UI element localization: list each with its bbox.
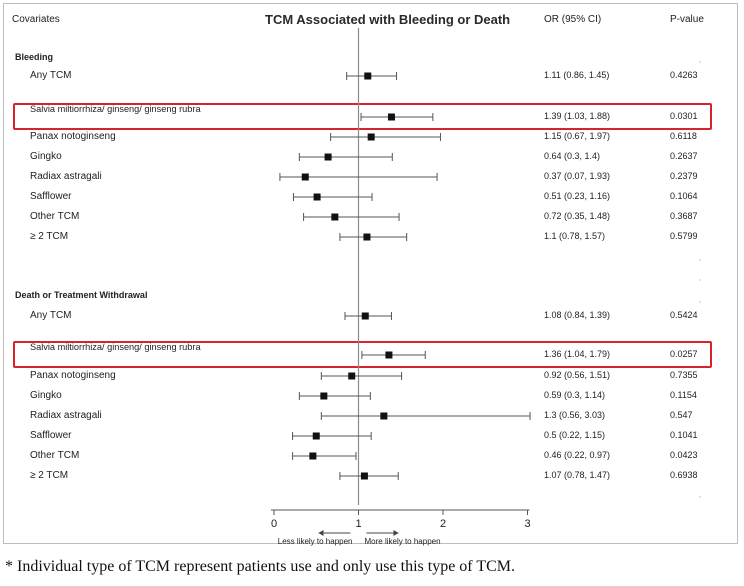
or-ci-value: 0.46 (0.22, 0.97) xyxy=(544,450,611,460)
or-marker xyxy=(324,153,332,161)
covariates-header: Covariates xyxy=(12,14,60,25)
x-tick-label: 3 xyxy=(524,518,530,530)
or-ci-value: 1.1 (0.78, 1.57) xyxy=(544,231,606,241)
separator-dot xyxy=(699,61,701,63)
p-value: 0.6118 xyxy=(670,131,697,141)
or-marker xyxy=(387,113,395,121)
x-tick-label: 2 xyxy=(440,518,446,530)
p-value: 0.547 xyxy=(670,410,693,420)
or-ci-value: 0.92 (0.56, 1.51) xyxy=(544,370,611,380)
p-value: 0.4263 xyxy=(670,70,698,80)
or-marker xyxy=(385,351,393,359)
or-marker xyxy=(363,233,371,241)
highlight-box xyxy=(13,341,712,368)
row-label: ≥ 2 TCM xyxy=(30,470,69,481)
p-value: 0.0301 xyxy=(670,111,698,121)
or-marker xyxy=(312,432,320,440)
row-label: Panax notoginseng xyxy=(30,131,116,142)
x-tick-label: 1 xyxy=(355,518,361,530)
or-ci-value: 1.11 (0.86, 1.45) xyxy=(544,70,610,80)
or-ci-value: 1.07 (0.78, 1.47) xyxy=(544,470,611,480)
p-value: 0.6938 xyxy=(670,470,698,480)
row-label: Other TCM xyxy=(30,211,80,222)
p-value: 0.1041 xyxy=(670,430,698,440)
or-marker xyxy=(320,392,328,400)
arrow-right-head xyxy=(393,530,399,536)
p-value: 0.2637 xyxy=(670,151,698,161)
row-label: Salvia miltiorrhiza/ ginseng/ ginseng ru… xyxy=(30,342,201,352)
p-value-column-header: P-value xyxy=(670,14,704,25)
section-title: Bleeding xyxy=(15,52,54,62)
separator-dot xyxy=(699,279,701,281)
or-marker xyxy=(313,193,321,201)
chart-title: TCM Associated with Bleeding or Death xyxy=(265,12,511,27)
p-value: 0.0257 xyxy=(670,349,698,359)
p-value: 0.5799 xyxy=(670,231,698,241)
row-label: Gingko xyxy=(30,151,62,162)
p-value: 0.7355 xyxy=(670,370,698,380)
row-label: Gingko xyxy=(30,390,62,401)
arrow-left-head xyxy=(318,530,324,536)
or-column-header: OR (95% CI) xyxy=(544,14,602,25)
row-label: Safflower xyxy=(30,191,72,202)
row-label: Radiax astragali xyxy=(30,171,102,182)
or-marker xyxy=(348,372,356,380)
p-value: 0.1064 xyxy=(670,191,698,201)
footnote: * Individual type of TCM represent patie… xyxy=(5,558,515,575)
p-value: 0.0423 xyxy=(670,450,698,460)
or-ci-value: 0.64 (0.3, 1.4) xyxy=(544,151,601,161)
row-label: Any TCM xyxy=(30,70,72,81)
or-ci-value: 0.72 (0.35, 1.48) xyxy=(544,211,611,221)
row-label: Safflower xyxy=(30,430,72,441)
or-ci-value: 0.51 (0.23, 1.16) xyxy=(544,191,611,201)
or-ci-value: 1.15 (0.67, 1.97) xyxy=(544,131,611,141)
or-ci-value: 0.59 (0.3, 1.14) xyxy=(544,390,606,400)
p-value: 0.2379 xyxy=(670,171,698,181)
or-marker xyxy=(360,472,368,480)
or-ci-value: 1.3 (0.56, 3.03) xyxy=(544,410,606,420)
or-ci-value: 1.08 (0.84, 1.39) xyxy=(544,310,611,320)
row-label: Any TCM xyxy=(30,310,72,321)
separator-dot xyxy=(699,496,701,498)
axis-note-left: Less likely to happen xyxy=(278,537,353,546)
axis-note-right: More likely to happen xyxy=(365,537,441,546)
or-marker xyxy=(301,173,309,181)
or-ci-value: 0.5 (0.22, 1.15) xyxy=(544,430,606,440)
or-marker xyxy=(380,412,388,420)
or-marker xyxy=(367,133,375,141)
or-marker xyxy=(361,312,369,320)
p-value: 0.5424 xyxy=(670,310,698,320)
p-value: 0.3687 xyxy=(670,211,698,221)
row-label: Salvia miltiorrhiza/ ginseng/ ginseng ru… xyxy=(30,104,201,114)
or-ci-value: 1.36 (1.04, 1.79) xyxy=(544,349,611,359)
row-label: Radiax astragali xyxy=(30,410,102,421)
section-title: Death or Treatment Withdrawal xyxy=(15,290,148,300)
figure-frame xyxy=(3,3,738,544)
or-marker xyxy=(331,213,339,221)
row-label: Panax notoginseng xyxy=(30,370,116,381)
p-value: 0.1154 xyxy=(670,390,697,400)
separator-dot xyxy=(699,301,701,303)
or-marker xyxy=(309,452,317,460)
or-ci-value: 0.37 (0.07, 1.93) xyxy=(544,171,611,181)
x-tick-label: 0 xyxy=(271,518,277,530)
separator-dot xyxy=(699,259,701,261)
highlight-box xyxy=(13,103,712,130)
row-label: ≥ 2 TCM xyxy=(30,231,69,242)
row-label: Other TCM xyxy=(30,450,80,461)
or-ci-value: 1.39 (1.03, 1.88) xyxy=(544,111,611,121)
or-marker xyxy=(364,72,372,80)
